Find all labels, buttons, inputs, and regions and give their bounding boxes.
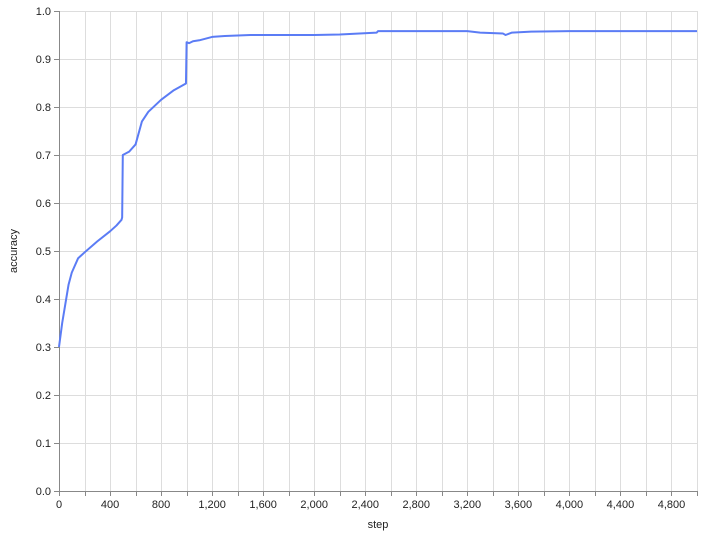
x-tick-label: 2,000 [300, 499, 328, 511]
x-tick-label: 3,200 [454, 499, 482, 511]
y-tick-label: 0.5 [36, 246, 51, 258]
x-tick-label: 1,600 [249, 499, 277, 511]
y-tick-label: 0.4 [36, 294, 51, 306]
x-tick-label: 4,000 [556, 499, 584, 511]
y-tick-label: 0.9 [36, 54, 51, 66]
y-tick-label: 0.3 [36, 342, 51, 354]
x-tick-label: 2,800 [403, 499, 431, 511]
x-axis-ticks: 0 400 800 1,200 1,600 2,000 2,400 2,800 3,200 3,6… [56, 491, 698, 511]
x-tick-label: 800 [152, 499, 170, 511]
x-tick-label: 3,600 [505, 499, 533, 511]
x-tick-label: 2,400 [351, 499, 379, 511]
series-layer [58, 30, 697, 348]
y-tick-label: 0.8 [36, 102, 51, 114]
x-axis-title: step [368, 519, 389, 531]
y-tick-label: 0.7 [36, 150, 51, 162]
y-tick-label: 0.6 [36, 198, 51, 210]
y-axis-ticks: 0.0 0.1 0.2 0.3 0.4 0.5 0.6 0.7 0.8 0.9 1.0 [36, 6, 59, 498]
x-tick-label: 0 [56, 499, 62, 511]
y-tick-label: 0.1 [36, 438, 51, 450]
y-tick-label: 1.0 [36, 6, 51, 18]
y-gridlines [59, 11, 697, 492]
x-tick-label: 1,200 [198, 499, 226, 511]
x-tick-label: 4,400 [607, 499, 635, 511]
y-tick-label: 0.0 [36, 486, 51, 498]
x-tick-label: 4,800 [658, 499, 686, 511]
series-line [58, 30, 697, 348]
y-axis-title: accuracy [8, 228, 20, 273]
x-tick-label: 400 [101, 499, 119, 511]
y-tick-label: 0.2 [36, 390, 51, 402]
